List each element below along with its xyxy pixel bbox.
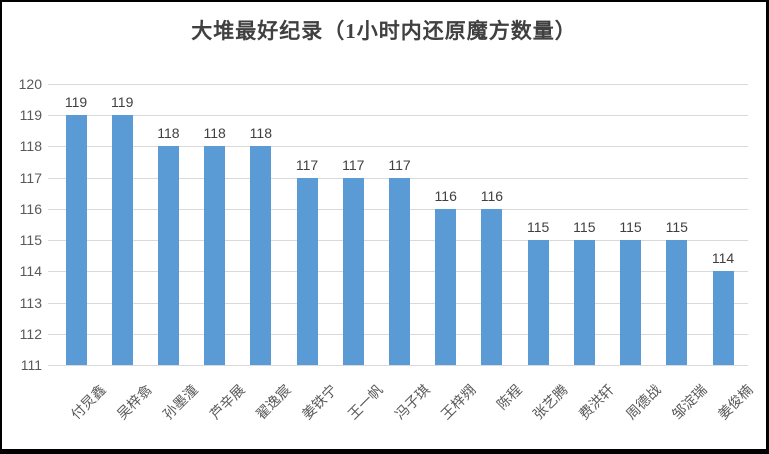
category-label: 姜铁宁	[300, 382, 341, 424]
bar-value-label: 118	[203, 125, 226, 142]
bar-value-label: 117	[295, 156, 319, 173]
category-label: 费洪轩	[577, 382, 618, 424]
chart-title: 大堆最好纪录（1小时内还原魔方数量）	[191, 19, 577, 43]
bar	[573, 240, 595, 365]
bar-value-label: 118	[157, 125, 180, 142]
bar	[204, 146, 226, 365]
bar	[157, 146, 179, 365]
bar	[296, 177, 318, 365]
bar	[527, 240, 549, 365]
bar-value-label: 117	[388, 156, 411, 173]
category-label: 翟逸宸	[253, 382, 295, 424]
category-label: 周德战	[623, 382, 665, 424]
bar-value-label: 119	[64, 94, 88, 111]
bar-value-label: 114	[711, 250, 735, 267]
category-label: 陈程	[494, 382, 526, 414]
bar	[666, 240, 688, 365]
y-axis-tick-label: 119	[19, 107, 42, 124]
category-label: 孙墨潼	[161, 382, 202, 424]
category-label: 芦辛展	[207, 382, 249, 424]
bar-value-label: 118	[249, 125, 272, 142]
y-axis-tick-label: 113	[19, 294, 42, 311]
bar	[65, 115, 87, 365]
gridline	[48, 115, 748, 117]
bar	[712, 271, 734, 365]
y-axis: 111 112 113 114 115 116 117 118 119 120	[8, 76, 42, 373]
bar-value-label: 116	[480, 187, 504, 204]
category-label: 邹淀瑞	[669, 382, 711, 424]
category-label: 王一帆	[346, 382, 387, 424]
category-label: 冯子琪	[392, 382, 433, 424]
bar-value-label: 115	[665, 219, 688, 236]
y-axis-tick-label: 120	[18, 76, 42, 92]
plot-area: 119 119 118 118 118 117 117 117 116 116 115 115 115 1…	[48, 84, 748, 366]
y-axis-tick-label: 117	[19, 169, 42, 186]
bar-value-label: 115	[573, 219, 596, 236]
category-label: 王梓翙	[438, 382, 480, 424]
bar	[389, 177, 410, 365]
y-axis-tick-label: 116	[19, 200, 42, 217]
bar-value-label: 119	[111, 94, 134, 111]
y-axis-tick-label: 114	[19, 263, 42, 280]
category-label: 吴梓翕	[115, 382, 156, 424]
gridline	[48, 365, 748, 366]
bar-value-label: 117	[342, 156, 365, 173]
bar-value-label: 115	[619, 219, 642, 236]
bar	[250, 146, 272, 365]
bar	[435, 208, 457, 365]
category-label: 张艺腾	[531, 382, 572, 424]
category-label: 姜俊楠	[716, 382, 757, 424]
y-axis-tick-label: 118	[19, 138, 42, 155]
y-axis-tick-label: 115	[19, 232, 42, 249]
bar	[481, 208, 503, 365]
bar	[111, 115, 133, 365]
gridline	[48, 84, 748, 85]
y-axis-tick-label: 111	[20, 357, 42, 373]
bar	[620, 240, 642, 365]
bar-value-label: 116	[434, 187, 457, 204]
x-axis: 付炅鑫 吴梓翕 孙墨潼 芦辛展 翟逸宸 姜铁宁 王一帆 冯子琪 王梓翙 陈程 张艺腾 费洪轩 周德战 邹淀…	[48, 372, 756, 452]
y-axis-tick-label: 112	[19, 325, 42, 342]
bar	[342, 177, 364, 365]
category-label: 付炅鑫	[69, 382, 110, 424]
gridline	[48, 146, 748, 148]
bar-value-label: 115	[526, 219, 550, 236]
